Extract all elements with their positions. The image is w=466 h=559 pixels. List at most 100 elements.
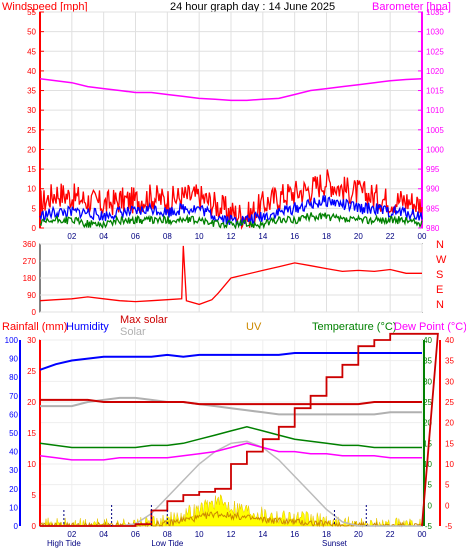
baro-tick-label: 1010 (426, 106, 444, 115)
dir-tick-label: 270 (23, 257, 37, 266)
wind-tick-label: 55 (27, 8, 36, 17)
baro-tick-label: 1005 (426, 126, 444, 135)
bottom-series: 0102030405060708090100051015202530-50510… (5, 332, 454, 548)
uv-line (39, 510, 423, 528)
wind-tick-label: 35 (27, 87, 36, 96)
dir-tick-label: 90 (27, 291, 36, 300)
humidity-tick-label: 0 (14, 522, 19, 531)
baro-tick-label: 1000 (426, 145, 444, 154)
x-tick-label: 02 (67, 530, 76, 539)
temp-tick-label: 20 (423, 419, 432, 428)
dew-tick-label: 30 (445, 377, 454, 386)
wind-tick-label: 25 (27, 126, 36, 135)
x-tick-label: 06 (131, 232, 140, 241)
x-tick-label: 16 (290, 232, 299, 241)
x-tick-label: 22 (386, 232, 395, 241)
baro-tick-label: 1035 (426, 8, 444, 17)
wind-series-line (39, 212, 423, 230)
windspeed-label: Windspeed [mph] (2, 1, 88, 13)
x-tick-label: 10 (195, 530, 204, 539)
humidity-label: Humidity (66, 321, 109, 333)
wind-tick-label: 50 (27, 28, 36, 37)
dir-tick-label: 180 (23, 274, 37, 283)
humidity-tick-label: 30 (9, 466, 18, 475)
humidity-tick-label: 10 (9, 503, 18, 512)
dir-tick-label: 0 (32, 308, 37, 317)
wind-tick-label: 45 (27, 47, 36, 56)
temp-tick-label: 35 (423, 357, 432, 366)
barometer-line (39, 78, 423, 102)
wind-tick-label: 0 (32, 224, 37, 233)
x-tick-label: 18 (322, 530, 331, 539)
wind-tick-label: 40 (27, 67, 36, 76)
temp-tick-label: 0 (428, 501, 433, 510)
temp-tick-label: 30 (423, 377, 432, 386)
x-tick-label: 16 (290, 530, 299, 539)
dew-tick-label: 5 (445, 481, 450, 490)
dew-tick-label: 20 (445, 419, 454, 428)
marker-label: High Tide (47, 539, 81, 548)
dew-tick-label: 0 (445, 501, 450, 510)
humidity-tick-label: 20 (9, 485, 18, 494)
compass-label: W (436, 254, 447, 266)
dew-point-line (39, 442, 422, 461)
temp-tick-label: -5 (425, 522, 433, 531)
dew-tick-label: 40 (445, 336, 454, 345)
x-tick-label: 08 (163, 530, 172, 539)
rain-tick-label: 30 (27, 336, 36, 345)
baro-tick-label: 1020 (426, 67, 444, 76)
humidity-tick-label: 70 (9, 392, 18, 401)
rainfall-label: Rainfall (mm) (2, 321, 67, 333)
baro-tick-label: 1030 (426, 28, 444, 37)
dew-tick-label: 10 (445, 460, 454, 469)
max-solar-red-line (40, 398, 422, 406)
wind-tick-label: 20 (27, 145, 36, 154)
x-tick-label: 06 (131, 530, 140, 539)
humidity-tick-label: 100 (5, 336, 19, 345)
x-tick-label: 00 (418, 232, 427, 241)
direction-line (39, 245, 422, 306)
chart-title: 24 hour graph day : 14 June 2025 (170, 1, 335, 13)
x-tick-label: 22 (386, 530, 395, 539)
baro-tick-label: 990 (426, 185, 440, 194)
x-tick-label: 14 (258, 530, 267, 539)
wind-tick-label: 15 (27, 165, 36, 174)
rain-tick-label: 10 (27, 460, 36, 469)
wind-series-line (39, 169, 423, 231)
x-tick-label: 04 (99, 232, 108, 241)
temperature-label: Temperature (°C) (312, 321, 396, 333)
baro-tick-label: 1015 (426, 87, 444, 96)
x-tick-label: 20 (354, 530, 363, 539)
wind-series: 0510152025303540455055980985990995100010… (27, 8, 444, 241)
humidity-tick-label: 90 (9, 355, 18, 364)
wind-tick-label: 10 (27, 185, 36, 194)
compass-label: N (436, 299, 444, 311)
dew-tick-label: 35 (445, 357, 454, 366)
x-tick-label: 18 (322, 232, 331, 241)
marker-label: Low Tide (151, 539, 184, 548)
rain-tick-label: 25 (27, 367, 36, 376)
humidity-tick-label: 60 (9, 410, 18, 419)
x-tick-label: 08 (163, 232, 172, 241)
max-solar-label: Max solar (120, 314, 168, 326)
x-tick-label: 10 (195, 232, 204, 241)
x-tick-label: 14 (258, 232, 267, 241)
dew-tick-label: 25 (445, 398, 454, 407)
humidity-tick-label: 80 (9, 373, 18, 382)
humidity-tick-label: 40 (9, 448, 18, 457)
baro-tick-label: 1025 (426, 47, 444, 56)
barometer-label: Barometer [hpa] (372, 1, 451, 13)
solar-label: Solar (120, 326, 146, 338)
x-tick-label: 02 (67, 232, 76, 241)
uv-label: UV (246, 321, 262, 333)
x-tick-label: 04 (99, 530, 108, 539)
temp-tick-label: 5 (428, 481, 433, 490)
x-tick-label: 00 (418, 530, 427, 539)
humidity-tick-label: 50 (9, 429, 18, 438)
rain-tick-label: 0 (32, 522, 37, 531)
dew-tick-label: -5 (445, 522, 453, 531)
baro-tick-label: 985 (426, 204, 440, 213)
